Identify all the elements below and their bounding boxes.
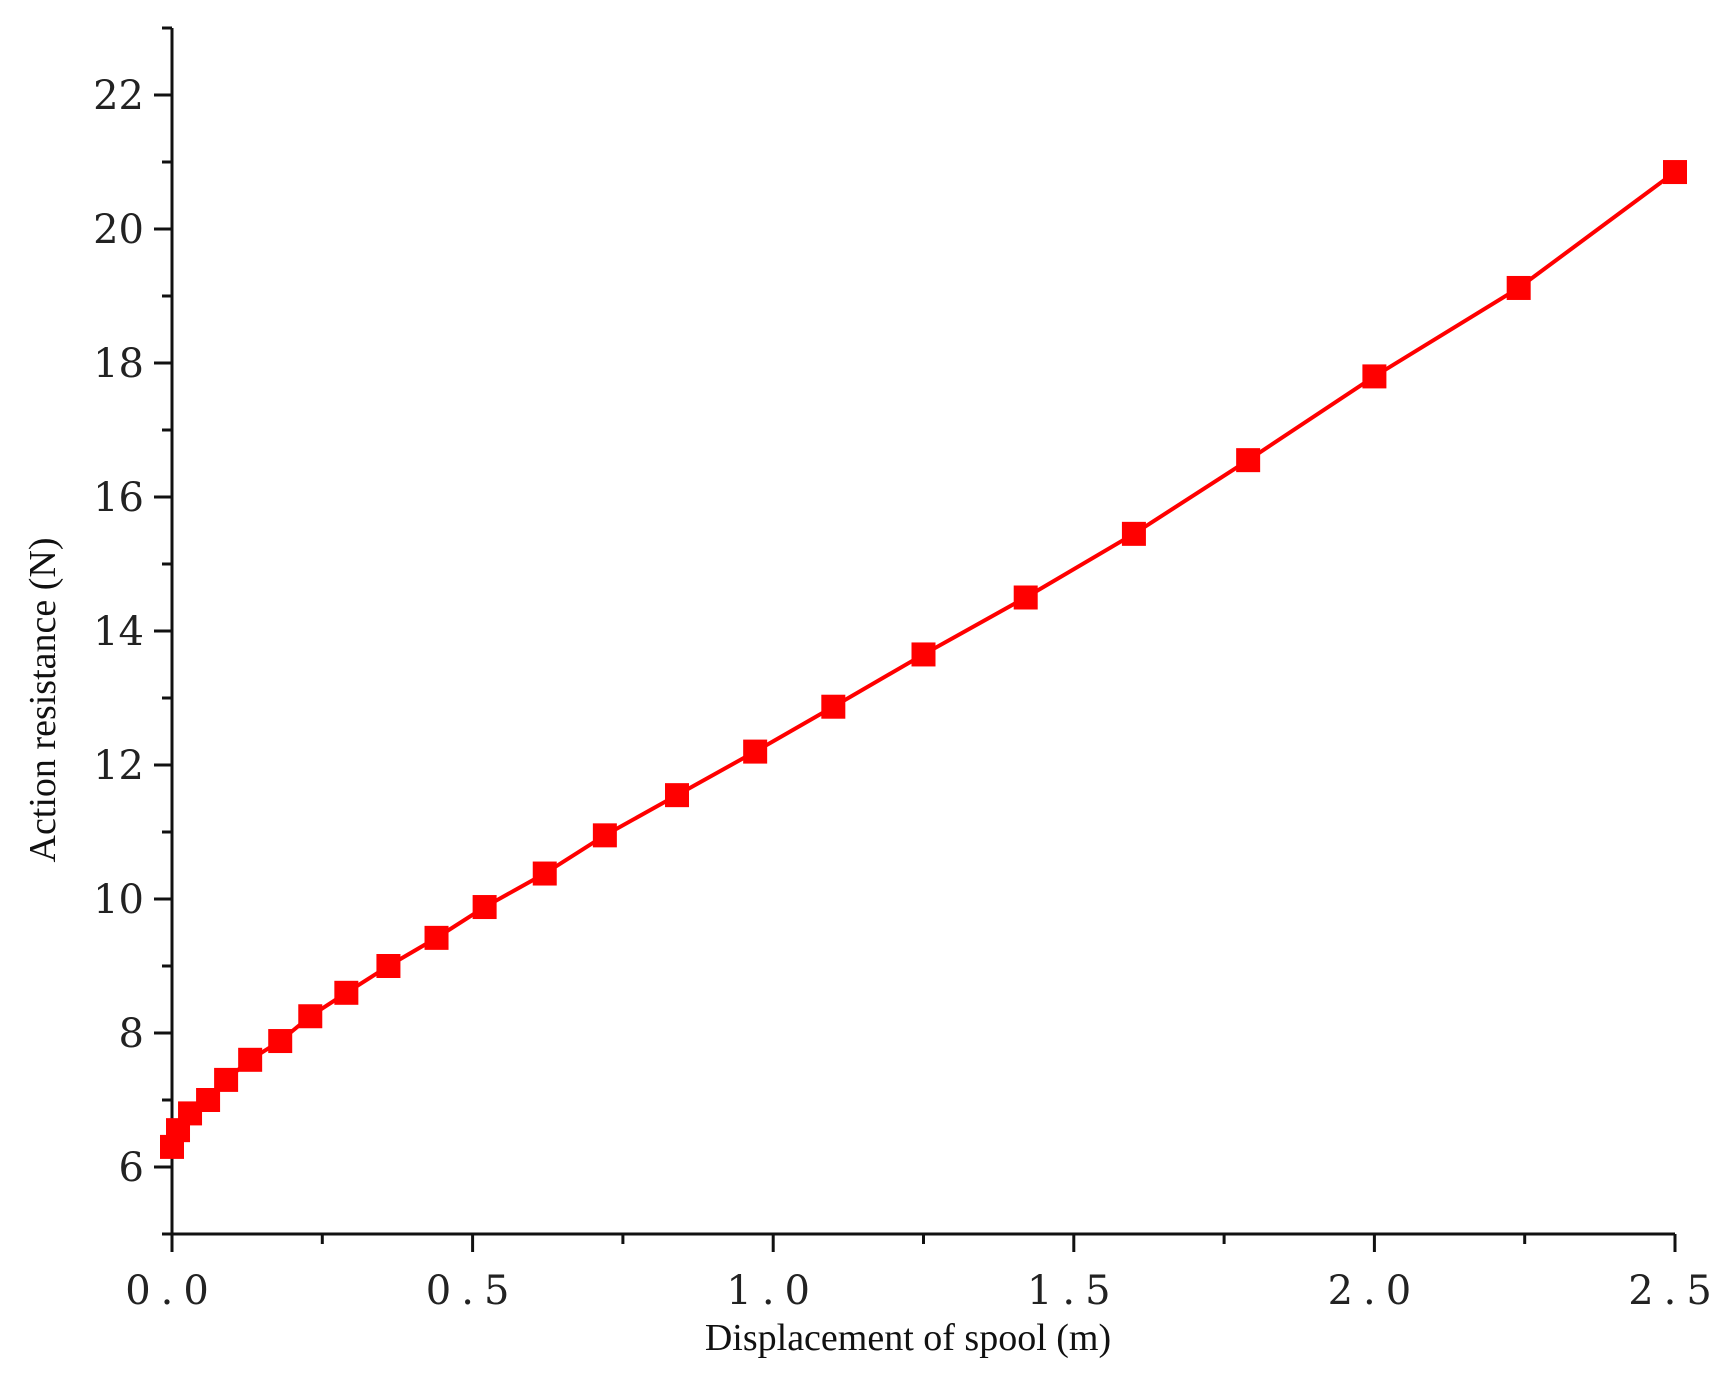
x-axis-title: Displacement of spool (m)	[705, 1317, 1111, 1359]
data-point-marker	[1506, 275, 1531, 300]
data-point-marker	[424, 925, 449, 950]
y-tick-label: 10	[93, 877, 144, 923]
y-tick-label: 14	[93, 609, 144, 655]
y-tick-label: 6	[119, 1145, 144, 1191]
y-tick-label: 18	[93, 341, 144, 387]
y-tick-label: 12	[93, 743, 144, 789]
data-point-marker	[214, 1067, 239, 1092]
data-point-marker	[911, 642, 936, 667]
y-tick-label: 20	[93, 207, 144, 253]
y-tick-label: 22	[93, 73, 144, 119]
data-point-marker	[196, 1088, 221, 1112]
data-point-marker	[665, 783, 690, 808]
data-point-marker	[1362, 364, 1387, 389]
x-tick-label: 1.5	[1027, 1268, 1121, 1314]
data-point-marker	[298, 1004, 323, 1029]
x-tick-label: 2.5	[1628, 1268, 1719, 1314]
x-tick-label: 2.0	[1328, 1268, 1422, 1314]
series	[160, 160, 1687, 1159]
y-axis-title: Action resistance (N)	[22, 538, 64, 863]
x-tick-label: 0.5	[426, 1268, 520, 1314]
data-point-marker	[472, 895, 497, 920]
data-point-marker	[743, 739, 768, 764]
x-tick-label: 1.0	[726, 1268, 820, 1314]
y-tick-label: 16	[93, 475, 144, 521]
data-point-marker	[1013, 585, 1038, 610]
data-point-marker	[592, 823, 617, 848]
data-point-marker	[1663, 160, 1687, 185]
data-point-marker	[334, 980, 359, 1005]
data-point-marker	[532, 861, 557, 886]
ticks	[154, 26, 1677, 1252]
axes	[170, 28, 1675, 1236]
data-point-marker	[1121, 521, 1146, 546]
tick-labels: 0.0 0.5 1.0 1.5 2.0 2.5 6 8 10 12 14 16 18 20 22	[93, 73, 1719, 1314]
y-tick-label: 8	[119, 1011, 144, 1057]
data-point-marker	[376, 954, 401, 978]
data-point-marker	[238, 1047, 263, 1072]
data-point-marker	[821, 694, 846, 719]
x-tick-label: 0.0	[125, 1268, 219, 1314]
data-point-marker	[1236, 448, 1261, 473]
data-point-marker	[268, 1029, 293, 1054]
